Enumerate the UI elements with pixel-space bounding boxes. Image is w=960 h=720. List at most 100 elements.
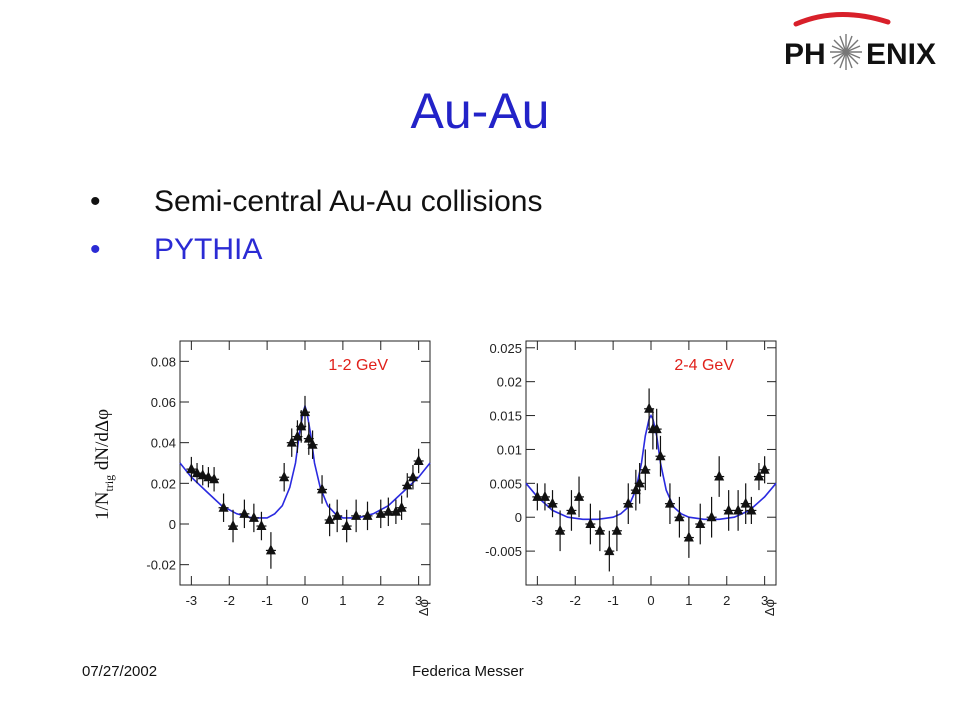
y-tick-label: -0.02	[146, 558, 176, 573]
data-point	[644, 402, 655, 413]
y-tick-label: 0.005	[489, 476, 522, 491]
bullet-text: PYTHIA	[154, 233, 263, 266]
data-point	[664, 497, 675, 508]
x-tick-label: 3	[415, 593, 422, 608]
data-point	[604, 545, 615, 556]
y-tick-label: 0	[515, 510, 522, 525]
data-point	[239, 507, 250, 518]
data-point	[753, 470, 764, 481]
data-point	[296, 420, 307, 431]
logo-text-left: PH	[784, 38, 826, 71]
panel-annotation: 1-2 GeV	[328, 357, 388, 374]
data-point	[759, 463, 770, 474]
x-tick-label: 3	[761, 593, 768, 608]
y-axis-label: 1/Ntrig dN/dΔφ	[92, 408, 116, 520]
data-point	[248, 511, 259, 522]
x-tick-label: 0	[647, 593, 654, 608]
data-point	[265, 544, 276, 555]
data-point	[585, 518, 596, 528]
data-point	[324, 513, 335, 524]
y-tick-label: 0.01	[497, 442, 522, 457]
data-point	[623, 497, 634, 508]
footer-date: 07/27/2002	[82, 663, 158, 680]
data-point	[279, 471, 290, 482]
data-point	[300, 406, 310, 417]
y-tick-label: 0.06	[151, 395, 176, 410]
x-tick-label: 2	[723, 593, 730, 608]
x-tick-label: 1	[339, 593, 346, 608]
data-point	[634, 477, 645, 488]
y-tick-label: 0.08	[151, 354, 176, 369]
chart-1-2-gev: -0.02 0 0.02 0.04 0.06 0.08 -3 -2 -1 0 1 2 3Δφ 1-2 Ge…	[146, 340, 431, 616]
y-tick-label: 0.025	[489, 341, 522, 356]
data-point	[317, 483, 328, 494]
data-point	[228, 520, 239, 531]
data-point	[407, 471, 418, 482]
data-point	[209, 473, 220, 484]
data-point	[611, 524, 622, 535]
x-tick-label: -2	[569, 593, 581, 608]
data-point	[375, 507, 386, 518]
data-point	[256, 520, 267, 531]
x-tick-label: -3	[532, 593, 544, 608]
data-point	[286, 436, 297, 447]
data-point	[594, 524, 605, 535]
data-point	[566, 504, 577, 515]
data-point	[695, 518, 706, 528]
y-tick-label: 0.04	[151, 436, 176, 451]
data-point	[723, 504, 734, 515]
y-tick-label: -0.005	[485, 544, 522, 559]
data-point	[292, 430, 303, 441]
phenix-logo: PH ENIX	[778, 8, 948, 72]
x-tick-label: 0	[301, 593, 308, 608]
data-point	[413, 454, 424, 465]
data-point	[383, 505, 394, 516]
plot-frame	[525, 340, 777, 586]
x-tick-label: -1	[607, 593, 619, 608]
data-point	[640, 463, 651, 474]
data-point	[714, 470, 725, 481]
data-point	[740, 497, 751, 508]
y-tick-label: 0	[169, 517, 176, 532]
logo-text-right: ENIX	[866, 38, 937, 71]
data-point	[307, 438, 318, 449]
data-point	[332, 509, 343, 520]
data-point	[351, 509, 362, 520]
x-tick-label: -2	[223, 593, 235, 608]
data-point	[362, 509, 373, 520]
x-tick-label: 1	[685, 593, 692, 608]
plot-frame	[179, 340, 431, 586]
data-point	[706, 511, 717, 522]
data-point	[683, 531, 694, 542]
bullet-text: Semi-central Au-Au collisions	[154, 185, 543, 218]
logo-swoosh-icon	[793, 12, 891, 70]
panel-annotation: 2-4 GeV	[674, 357, 734, 374]
data-point	[733, 504, 744, 515]
y-tick-label: 0.02	[151, 476, 176, 491]
data-point	[341, 520, 352, 531]
data-point	[630, 484, 641, 495]
data-point	[396, 501, 407, 512]
logo-star-icon	[830, 34, 862, 70]
x-tick-label: -3	[186, 593, 198, 608]
bullet-dot: •	[90, 233, 101, 266]
data-point	[574, 490, 585, 501]
x-axis-label: Δφ	[416, 599, 431, 616]
y-tick-label: 0.02	[497, 375, 522, 390]
y-tick-label: 0.015	[489, 409, 522, 424]
chart-2-4-gev: -0.005 0 0.005 0.01 0.015 0.02 0.025 -3 -2 -1 0 1 2 3…	[485, 340, 777, 616]
data-point	[674, 511, 685, 522]
data-point	[655, 450, 666, 461]
data-point	[186, 463, 197, 474]
slide-title: Au-Au	[410, 83, 550, 139]
data-point	[218, 501, 229, 512]
data-point	[390, 505, 401, 516]
x-axis-label: Δφ	[762, 599, 777, 616]
x-tick-label: 2	[377, 593, 384, 608]
data-point	[746, 504, 757, 515]
x-tick-label: -1	[261, 593, 273, 608]
data-point	[555, 524, 566, 535]
bullet-dot: •	[90, 185, 101, 218]
footer-author: Federica Messer	[412, 663, 524, 680]
data-point	[402, 479, 413, 490]
